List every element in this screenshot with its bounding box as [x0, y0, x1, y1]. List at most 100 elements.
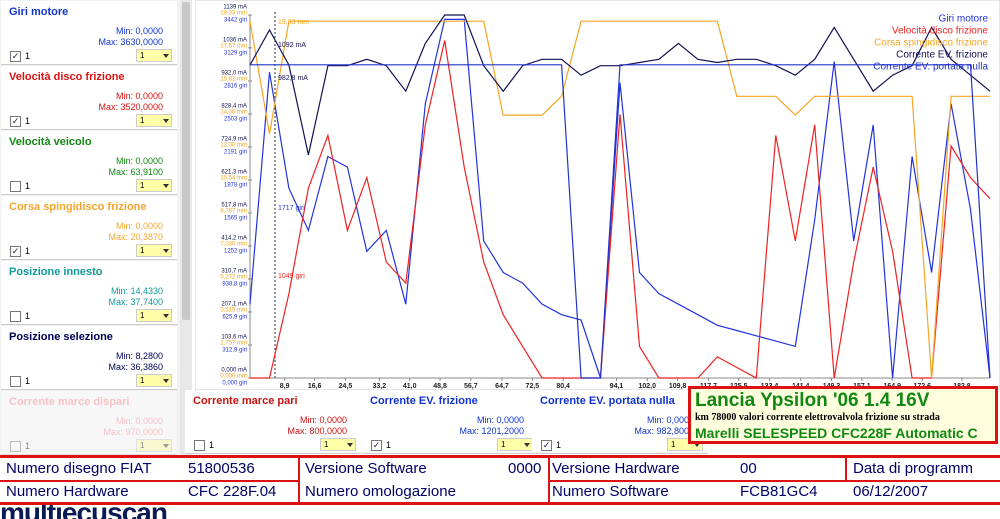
scrollbar-thumb[interactable]	[182, 2, 190, 320]
check-mark: ✓	[372, 440, 381, 450]
channel-max: Max: 20,3870	[108, 232, 163, 242]
channel-min: Min: 0,0000	[115, 416, 163, 426]
checkbox[interactable]	[10, 376, 21, 387]
channel-index: 1	[556, 440, 562, 450]
channel-index: 1	[386, 440, 392, 450]
table-label: Numero omologazione	[305, 483, 456, 500]
legend-entry: Giri motore	[939, 14, 989, 25]
scale-dropdown[interactable]: 1	[136, 49, 172, 62]
channel-min: Min: 0,0000	[646, 415, 694, 425]
dropdown-arrow	[163, 379, 169, 386]
scale-dropdown[interactable]: 1	[136, 374, 172, 387]
channel-max: Max: 1201,2000	[459, 426, 524, 436]
cursor-annotation: 982,8 mA	[278, 75, 308, 82]
series-line	[249, 20, 990, 379]
scale-dropdown[interactable]: 1	[136, 179, 172, 192]
row-rule	[0, 480, 300, 482]
y-tick-label: 621,3 mA	[221, 170, 247, 176]
x-tick-label: 109,8	[669, 383, 687, 390]
y-tick-label: 1139 mA	[223, 5, 247, 11]
x-tick-label: 24,5	[339, 383, 353, 390]
channel-max: Max: 36,3860	[108, 362, 163, 372]
dropdown-arrow	[694, 443, 700, 450]
channel-max: Max: 37,7400	[108, 297, 163, 307]
y-tick-label: 17,57 mm	[220, 44, 247, 50]
y-tick-label: 1565 giri	[224, 216, 247, 222]
dropdown-value: 1	[140, 246, 145, 255]
scale-dropdown[interactable]: 1	[136, 309, 172, 322]
channel-card: Corsa spingidisco frizione Min: 0,0000 Max…	[1, 196, 177, 260]
y-tick-label: 517,8 mA	[221, 203, 247, 209]
x-tick-label: 16,6	[308, 383, 322, 390]
dropdown-value: 1	[324, 440, 329, 449]
legend-entry: Velocità disco frizione	[892, 26, 989, 37]
table-value: 00	[740, 460, 757, 477]
channel-max: Max: 982,8000	[634, 426, 694, 436]
y-tick-label: 414,2 mA	[221, 236, 247, 242]
checkbox[interactable]	[10, 311, 21, 322]
channel-title: Corrente EV. frizione	[370, 395, 478, 407]
scale-dropdown[interactable]: 1	[136, 114, 172, 127]
checkbox[interactable]	[10, 441, 21, 452]
checkbox[interactable]: ✓	[371, 440, 382, 451]
channel-card: Posizione innesto Min: 14,4330 Max: 37,740…	[1, 261, 177, 325]
series-line	[250, 40, 991, 379]
checkbox[interactable]: ✓	[10, 246, 21, 257]
y-tick-label: 10,54 mm	[220, 176, 247, 182]
y-tick-label: 15,82 mm	[220, 76, 247, 82]
y-tick-label: 1252 giri	[224, 249, 247, 255]
scale-dropdown[interactable]: 1	[497, 438, 533, 451]
channel-card: Velocità veicolo Min: 0,0000 Max: 63,9100 1…	[1, 131, 177, 195]
y-tick-label: 828,4 mA	[221, 104, 247, 110]
legend-entry: Corsa spingidisco frizione	[874, 38, 988, 49]
checkbox[interactable]: ✓	[541, 440, 552, 451]
table-label: Data di programm	[853, 460, 974, 477]
x-tick-label: 48,8	[433, 383, 447, 390]
table-value: CFC 228F.04	[188, 483, 277, 500]
dropdown-arrow	[163, 119, 169, 126]
checkbox[interactable]: ✓	[10, 51, 21, 62]
info-line: Marelli SELESPEED CFC228F Automatic C	[695, 425, 978, 441]
channel-min: Min: 0,0000	[115, 156, 163, 166]
check-mark: ✓	[542, 440, 551, 450]
table-label: Numero Software	[552, 483, 669, 500]
y-tick-label: 312,9 giri	[222, 348, 247, 354]
dropdown-arrow	[163, 314, 169, 321]
legend-entry: Corrente EV. portata nulla	[873, 62, 988, 73]
dropdown-arrow	[163, 249, 169, 256]
table-label: Versione Software	[305, 460, 427, 477]
y-tick-label: 2503 giri	[224, 117, 247, 123]
channel-min: Min: 0,0000	[299, 415, 347, 425]
x-tick-label: 102,0	[638, 383, 656, 390]
scrollbar[interactable]	[180, 0, 192, 460]
channel-title: Giri motore	[9, 6, 69, 18]
y-tick-label: 625,9 giri	[222, 315, 247, 321]
table-label: Numero disegno FIAT	[6, 460, 152, 477]
y-tick-label: 0,000 giri	[222, 381, 247, 387]
checkbox[interactable]: ✓	[10, 116, 21, 127]
table-value: FCB81GC4	[740, 483, 818, 500]
channel-card: Velocità disco frizione Min: 0,0000 Max: 3…	[1, 66, 177, 130]
scale-dropdown[interactable]: 1	[136, 439, 172, 452]
scale-dropdown[interactable]: 1	[136, 244, 172, 257]
y-tick-label: 3442 giri	[224, 18, 247, 24]
channel-min: Min: 0,0000	[476, 415, 524, 425]
x-tick-label: 80,4	[556, 383, 570, 390]
y-tick-label: 7,030 mm	[220, 242, 247, 248]
x-tick-label: 33,2	[372, 383, 386, 390]
checkbox[interactable]	[194, 440, 205, 451]
table-label: Numero Hardware	[6, 483, 129, 500]
checkbox[interactable]	[10, 181, 21, 192]
y-tick-label: 932,0 mA	[221, 71, 247, 77]
dropdown-arrow	[163, 444, 169, 451]
channel-max: Max: 63,9100	[108, 167, 163, 177]
info-line: km 78000 valori corrente elettrovalvola …	[695, 412, 940, 423]
y-tick-label: 2816 giri	[224, 84, 247, 90]
x-tick-label: 41,0	[403, 383, 417, 390]
channel-card: Corrente EV. portata nulla Min: 0,0000 Max…	[532, 390, 708, 454]
channel-card: Corrente marce pari Min: 0,0000 Max: 800,0…	[185, 390, 361, 454]
dropdown-value: 1	[140, 376, 145, 385]
scale-dropdown[interactable]: 1	[320, 438, 356, 451]
channel-index: 1	[25, 246, 31, 256]
